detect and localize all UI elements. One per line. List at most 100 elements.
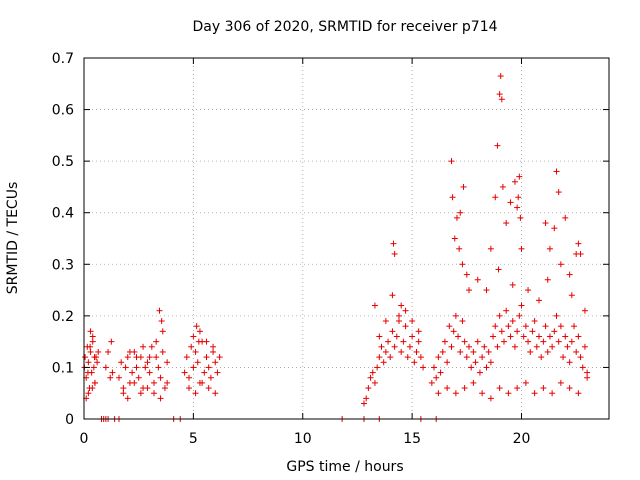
data-point: [437, 369, 444, 376]
data-point: [476, 369, 483, 376]
data-point: [398, 348, 405, 355]
data-point: [448, 343, 455, 350]
data-point: [391, 250, 398, 257]
data-point: [142, 364, 149, 371]
data-point: [90, 364, 97, 371]
data-point: [95, 348, 102, 355]
data-point: [461, 338, 468, 345]
data-point: [94, 359, 101, 366]
data-point: [144, 385, 151, 392]
y-axis-label: SRMTID / TECUs: [5, 182, 21, 295]
data-point: [415, 328, 422, 335]
data-point: [577, 250, 584, 257]
data-point: [505, 390, 512, 397]
data-point: [87, 343, 94, 350]
data-point: [151, 379, 157, 386]
data-point: [451, 235, 458, 242]
data-point: [212, 359, 219, 366]
data-point: [516, 173, 523, 180]
data-point: [190, 364, 197, 371]
data-point: [161, 385, 168, 392]
data-point: [551, 328, 558, 335]
data-point: [89, 333, 96, 340]
data-point: [212, 390, 219, 397]
data-point: [389, 292, 396, 299]
data-point: [568, 338, 575, 345]
data-point: [525, 287, 532, 294]
data-point: [566, 385, 573, 392]
data-point: [181, 369, 188, 376]
data-point: [144, 359, 151, 366]
data-point: [188, 343, 195, 350]
data-point: [155, 364, 162, 371]
data-point: [371, 379, 378, 386]
x-tick-label: 0: [80, 431, 89, 447]
data-point: [531, 390, 538, 397]
data-point: [581, 307, 588, 314]
data-point: [159, 348, 166, 355]
data-point: [216, 354, 223, 361]
data-point: [203, 338, 210, 345]
data-point: [441, 338, 448, 345]
data-point: [390, 240, 397, 247]
data-point: [581, 343, 588, 350]
data-point: [573, 348, 580, 355]
data-point: [522, 323, 529, 330]
data-point: [474, 276, 481, 283]
data-point: [378, 343, 385, 350]
data-point: [428, 379, 435, 386]
data-point: [404, 354, 411, 361]
data-point: [463, 354, 470, 361]
data-point: [470, 379, 477, 386]
data-point: [520, 333, 527, 340]
data-point: [91, 354, 98, 361]
data-point: [146, 369, 153, 376]
data-point: [466, 343, 472, 350]
data-point: [382, 318, 389, 325]
data-point: [496, 91, 503, 98]
data-point: [146, 354, 153, 361]
data-point: [193, 323, 200, 330]
data-point: [415, 338, 422, 345]
y-tick-label: 0.4: [52, 206, 74, 222]
data-point: [376, 333, 383, 340]
data-point: [210, 343, 217, 350]
data-point: [514, 328, 521, 335]
data-point: [131, 379, 138, 386]
data-point: [492, 194, 499, 201]
data-point: [367, 374, 374, 381]
data-point: [553, 168, 560, 175]
data-point: [85, 390, 92, 397]
data-point: [135, 374, 142, 381]
data-point: [450, 328, 457, 335]
data-point: [116, 374, 122, 381]
data-point: [549, 390, 556, 397]
data-point: [497, 73, 504, 80]
data-point: [151, 390, 157, 397]
data-point: [420, 364, 427, 371]
data-point: [452, 312, 459, 319]
data-point: [453, 214, 460, 221]
data-point: [133, 364, 140, 371]
data-point: [444, 359, 451, 366]
data-point: [393, 333, 400, 340]
data-point: [470, 348, 477, 355]
data-point: [456, 245, 463, 252]
data-point: [406, 343, 413, 350]
data-point: [522, 379, 529, 386]
plot-area: [83, 57, 610, 420]
data-point: [562, 214, 569, 221]
data-point: [195, 338, 202, 345]
data-point: [457, 209, 464, 216]
data-point: [505, 323, 512, 330]
data-point: [507, 199, 514, 206]
data-point: [118, 359, 125, 366]
data-point: [507, 333, 514, 340]
data-point: [129, 369, 136, 376]
data-point: [509, 318, 516, 325]
data-point: [551, 225, 558, 232]
data-point: [148, 343, 155, 350]
data-point: [396, 312, 402, 319]
data-point: [413, 348, 420, 355]
